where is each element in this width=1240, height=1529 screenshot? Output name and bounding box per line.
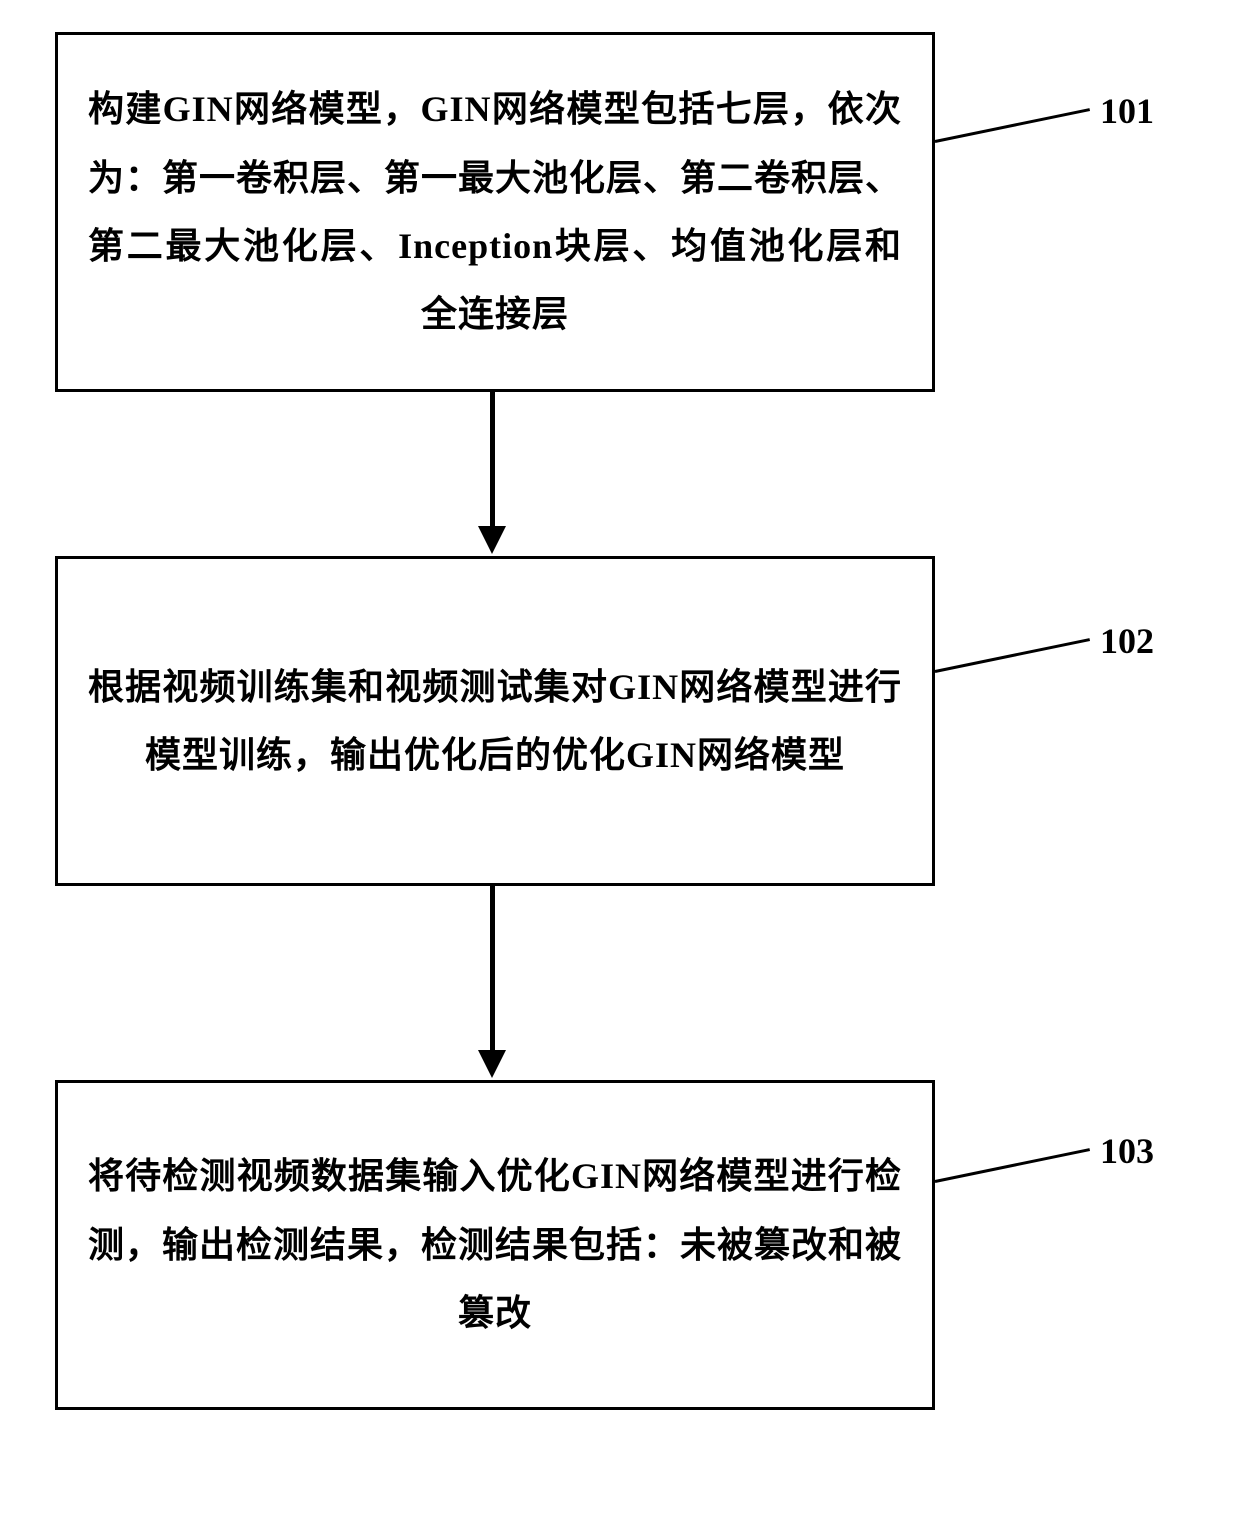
- arrow-2-line: [490, 886, 495, 1050]
- leader-line-1: [935, 108, 1091, 143]
- step-box-1: 构建GIN网络模型，GIN网络模型包括七层，依次为：第一卷积层、第一最大池化层、…: [55, 32, 935, 392]
- step-box-2: 根据视频训练集和视频测试集对GIN网络模型进行模型训练，输出优化后的优化GIN网…: [55, 556, 935, 886]
- arrow-2-head: [478, 1050, 506, 1078]
- step-label-1: 101: [1100, 90, 1154, 132]
- leader-line-3: [935, 1148, 1091, 1183]
- arrow-1-line: [490, 392, 495, 526]
- flowchart-container: 构建GIN网络模型，GIN网络模型包括七层，依次为：第一卷积层、第一最大池化层、…: [0, 0, 1240, 1529]
- leader-line-2: [935, 638, 1091, 673]
- step-label-3: 103: [1100, 1130, 1154, 1172]
- arrow-1-head: [478, 526, 506, 554]
- step-text-2: 根据视频训练集和视频测试集对GIN网络模型进行模型训练，输出优化后的优化GIN网…: [88, 653, 902, 790]
- step-label-2: 102: [1100, 620, 1154, 662]
- step-text-1: 构建GIN网络模型，GIN网络模型包括七层，依次为：第一卷积层、第一最大池化层、…: [88, 75, 902, 349]
- step-box-3: 将待检测视频数据集输入优化GIN网络模型进行检测，输出检测结果，检测结果包括：未…: [55, 1080, 935, 1410]
- step-text-3: 将待检测视频数据集输入优化GIN网络模型进行检测，输出检测结果，检测结果包括：未…: [88, 1142, 902, 1347]
